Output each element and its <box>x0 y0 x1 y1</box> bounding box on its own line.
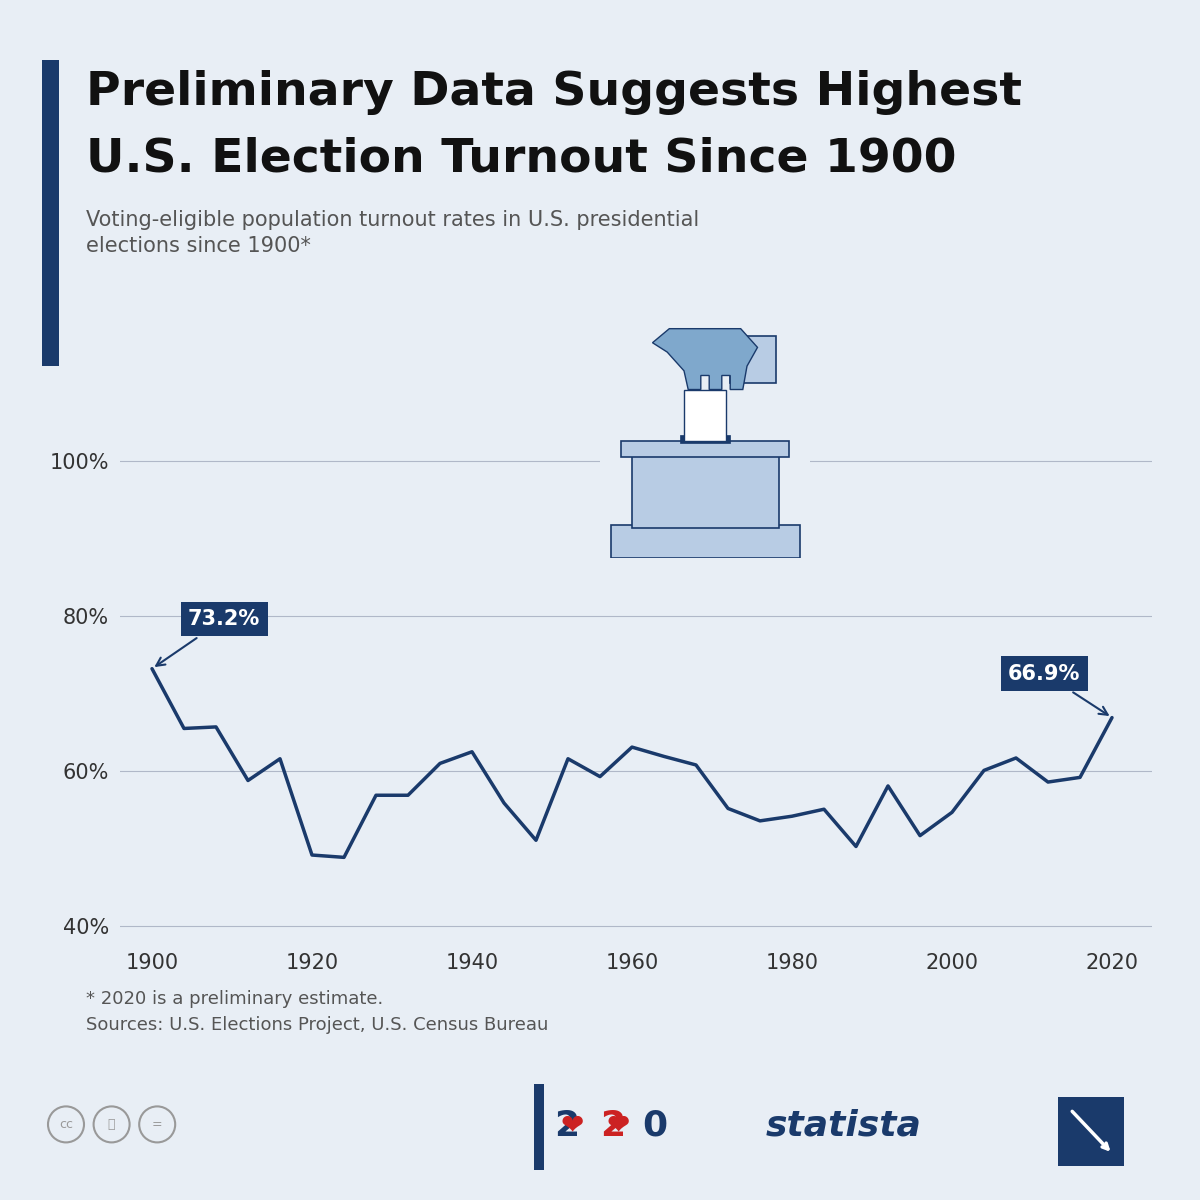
Text: statista: statista <box>766 1109 922 1142</box>
Text: * 2020 is a preliminary estimate.: * 2020 is a preliminary estimate. <box>86 990 384 1008</box>
FancyBboxPatch shape <box>622 440 790 457</box>
Text: Voting-eligible population turnout rates in U.S. presidential
elections since 19: Voting-eligible population turnout rates… <box>86 210 700 257</box>
Text: ❤: ❤ <box>560 1111 584 1140</box>
FancyBboxPatch shape <box>730 336 776 383</box>
Text: 66.9%: 66.9% <box>1008 664 1108 715</box>
FancyBboxPatch shape <box>631 452 779 528</box>
Text: Sources: U.S. Elections Project, U.S. Census Bureau: Sources: U.S. Elections Project, U.S. Ce… <box>86 1016 548 1034</box>
Text: U.S. Election Turnout Since 1900: U.S. Election Turnout Since 1900 <box>86 137 956 181</box>
Text: ⓘ: ⓘ <box>108 1118 115 1130</box>
Text: 73.2%: 73.2% <box>156 610 260 666</box>
FancyBboxPatch shape <box>611 526 799 558</box>
Polygon shape <box>653 329 757 390</box>
Text: Preliminary Data Suggests Highest: Preliminary Data Suggests Highest <box>86 70 1022 115</box>
Text: 2: 2 <box>600 1109 625 1142</box>
FancyBboxPatch shape <box>679 436 730 443</box>
FancyBboxPatch shape <box>684 390 726 440</box>
Text: 0: 0 <box>642 1109 667 1142</box>
Text: cc: cc <box>59 1118 73 1130</box>
Text: 2: 2 <box>554 1109 580 1142</box>
Text: =: = <box>152 1118 162 1130</box>
Text: ❤: ❤ <box>606 1111 630 1140</box>
